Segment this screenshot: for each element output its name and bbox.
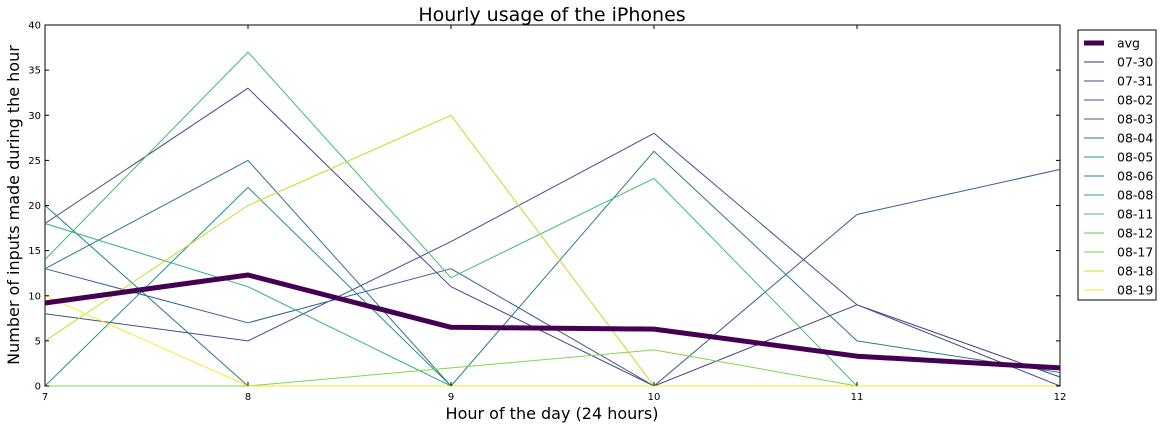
plot-frame bbox=[44, 24, 1061, 387]
series-line-avg bbox=[44, 272, 1061, 371]
x-tick-label: 10 bbox=[648, 392, 661, 403]
legend-label: 08-08 bbox=[1117, 188, 1153, 203]
legend-label: 08-06 bbox=[1117, 169, 1153, 184]
legend-label: 08-17 bbox=[1117, 245, 1153, 260]
x-axis-title: Hour of the day (24 hours) bbox=[446, 404, 659, 423]
legend-label: 08-18 bbox=[1117, 264, 1153, 279]
x-tick-label: 8 bbox=[245, 392, 251, 403]
series-line-08-06 bbox=[44, 150, 1061, 387]
x-tick-label: 11 bbox=[851, 392, 864, 403]
legend-label: 08-12 bbox=[1117, 226, 1153, 241]
legend-label: 08-19 bbox=[1117, 283, 1153, 298]
legend: avg 07-30 07-31 08-02 08-03 08-04 08-05 08-06 08… bbox=[1077, 29, 1157, 301]
chart-title: Hourly usage of the iPhones bbox=[418, 4, 685, 26]
y-tick-label: 20 bbox=[28, 201, 41, 212]
y-tick-label: 15 bbox=[28, 246, 41, 257]
legend-label: avg bbox=[1117, 36, 1140, 51]
y-axis-title: Number of inputs made during the hour bbox=[4, 45, 23, 365]
y-tick-label: 40 bbox=[28, 21, 41, 32]
series-layer bbox=[44, 51, 1061, 387]
series-line-08-19 bbox=[44, 295, 1060, 387]
y-tick-label: 30 bbox=[28, 111, 41, 122]
y-tick-label: 25 bbox=[28, 156, 41, 167]
y-tick-label: 10 bbox=[28, 291, 41, 302]
ticks-layer: 7 8 9 10 11 12 0 5 10 15 20 25 30 35 40 bbox=[28, 21, 1066, 404]
y-tick-label: 35 bbox=[28, 66, 41, 77]
legend-items: avg 07-30 07-31 08-02 08-03 08-04 08-05 08-06 08… bbox=[1084, 36, 1153, 298]
y-tick-label: 5 bbox=[35, 336, 41, 347]
legend-label: 08-11 bbox=[1117, 207, 1153, 222]
legend-frame bbox=[1077, 29, 1157, 301]
x-tick-label: 7 bbox=[42, 392, 48, 403]
series-line-07-31 bbox=[44, 87, 1061, 387]
legend-label: 08-04 bbox=[1117, 131, 1153, 146]
legend-label: 08-02 bbox=[1117, 93, 1153, 108]
y-tick-label: 0 bbox=[35, 382, 41, 393]
series-line-08-02 bbox=[44, 132, 1061, 387]
legend-label: 07-31 bbox=[1117, 74, 1153, 89]
legend-label: 07-30 bbox=[1117, 55, 1153, 70]
legend-label: 08-03 bbox=[1117, 112, 1153, 127]
x-tick-label: 9 bbox=[448, 392, 454, 403]
legend-label: 08-05 bbox=[1117, 150, 1153, 165]
x-tick-label: 12 bbox=[1054, 392, 1067, 403]
